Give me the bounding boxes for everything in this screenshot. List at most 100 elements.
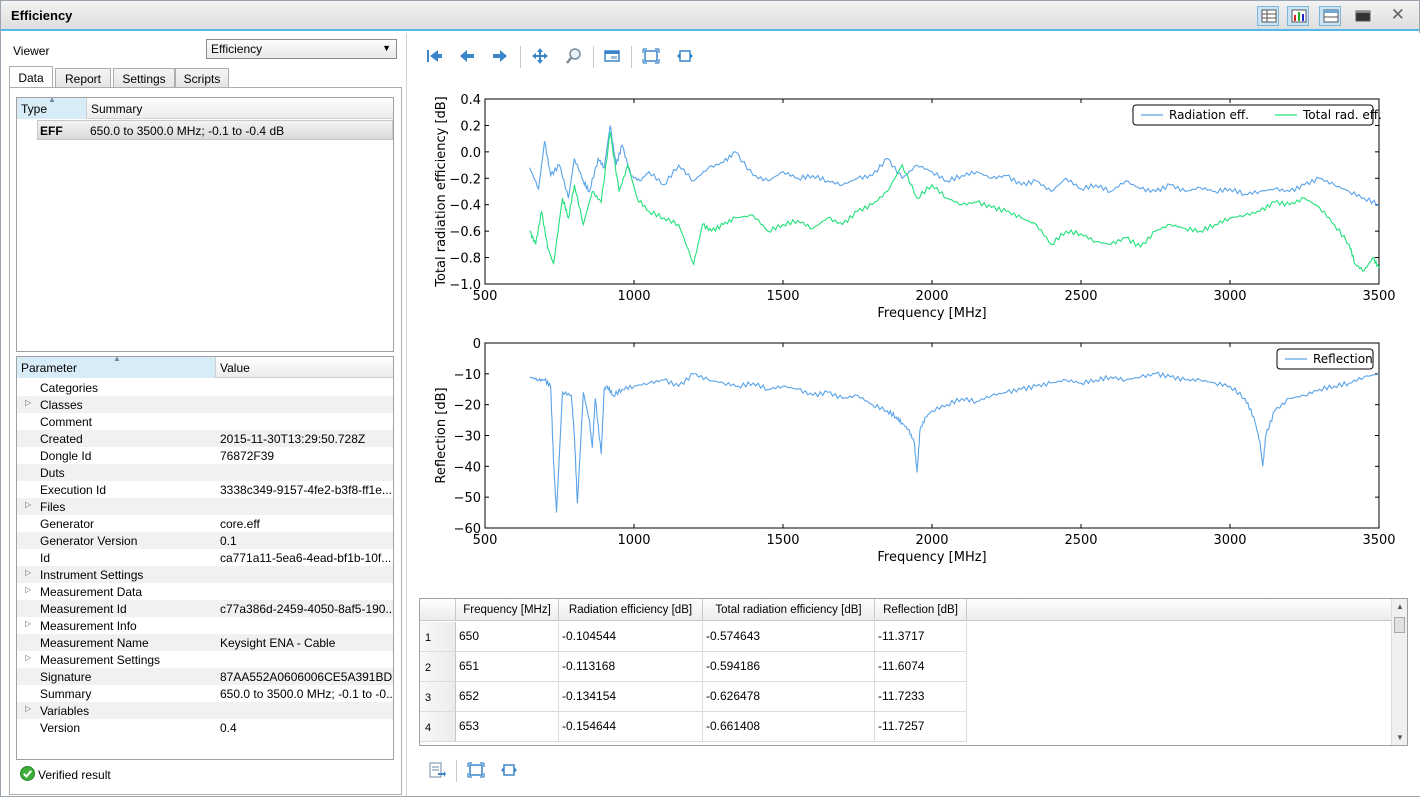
reflection-chart[interactable]: 500 1000 1500 2000 2500 3000 3500 0 −10 −20 −30 −40… [408, 33, 1420, 593]
list-item[interactable]: ▷ Measurement Data [17, 583, 393, 600]
export-button[interactable] [426, 759, 448, 781]
parameter-name: Measurement Data [40, 585, 143, 599]
table-cell[interactable]: -0.661408 [703, 712, 875, 742]
list-item[interactable]: Signature 87AA552A0606006CE5A391BD... [17, 668, 393, 685]
fit-view-button[interactable] [640, 45, 662, 67]
column-header-value[interactable]: Value [216, 357, 393, 378]
list-item[interactable]: Measurement Name Keysight ENA - Cable [17, 634, 393, 651]
expand-arrow-icon[interactable]: ▷ [25, 619, 32, 628]
column-header-frequency[interactable]: Frequency [MHz] [456, 599, 559, 621]
pan-button[interactable] [529, 45, 551, 67]
column-header-total-radiation-efficiency[interactable]: Total radiation efficiency [dB] [703, 599, 875, 621]
tab-report[interactable]: Report [55, 68, 111, 88]
close-icon[interactable]: ✕ [1390, 5, 1405, 24]
row-number[interactable]: 1 [420, 622, 456, 652]
list-item[interactable]: ▷ Variables [17, 702, 393, 719]
column-header-reflection[interactable]: Reflection [dB] [875, 599, 967, 621]
y-tick-label: −1.0 [449, 278, 481, 293]
tab-scripts[interactable]: Scripts [175, 68, 229, 88]
table-cell[interactable]: 650 [456, 622, 559, 652]
column-header-type[interactable]: Type ▲ [17, 95, 87, 119]
expand-arrow-icon[interactable]: ▷ [25, 568, 32, 577]
column-header-summary[interactable]: Summary [87, 98, 393, 119]
data-table: Frequency [MHz] Radiation efficiency [dB… [419, 598, 1408, 746]
home-button[interactable] [423, 45, 445, 67]
table-cell[interactable]: 652 [456, 682, 559, 712]
window-title: Efficiency [11, 8, 73, 23]
expand-arrow-icon[interactable]: ▷ [25, 704, 32, 713]
list-item[interactable]: ▷ Measurement Info [17, 617, 393, 634]
column-header-parameter[interactable]: Parameter ▲ [17, 357, 216, 378]
table-scrollbar[interactable]: ▲ ▼ [1391, 599, 1407, 745]
column-header-radiation-efficiency[interactable]: Radiation efficiency [dB] [559, 599, 703, 621]
list-item[interactable]: Id ca771a11-5ea6-4ead-bf1b-10f... [17, 549, 393, 566]
table-cell[interactable]: -11.6074 [875, 652, 967, 682]
scroll-down-icon[interactable]: ▼ [1396, 733, 1404, 742]
expand-arrow-icon[interactable]: ▷ [25, 398, 32, 407]
list-item[interactable]: Comment [17, 413, 393, 430]
parameter-value: c77a386d-2459-4050-8af5-190... [220, 602, 392, 616]
table-cell[interactable]: -0.104544 [559, 622, 703, 652]
table-cell[interactable]: -11.3717 [875, 622, 967, 652]
results-grid-header: Type ▲ Summary [17, 95, 393, 119]
table-cell[interactable]: -0.574643 [703, 622, 875, 652]
list-item[interactable]: Version 0.4 [17, 719, 393, 736]
scrollbar-thumb[interactable] [1394, 617, 1405, 633]
list-item[interactable]: Categories [17, 379, 393, 396]
column-header-parameter-label: Parameter [21, 361, 78, 375]
x-tick-label: 3000 [1213, 533, 1246, 548]
row-number[interactable]: 2 [420, 652, 456, 682]
scroll-up-icon[interactable]: ▲ [1396, 602, 1404, 611]
list-item[interactable]: ▷ Files [17, 498, 393, 515]
table-cell[interactable]: -0.113168 [559, 652, 703, 682]
back-button[interactable] [456, 45, 478, 67]
table-cell[interactable]: -0.594186 [703, 652, 875, 682]
list-item[interactable]: Generator core.eff [17, 515, 393, 532]
table-cell[interactable]: -0.154644 [559, 712, 703, 742]
legend [1132, 104, 1374, 126]
list-item[interactable]: ▷ Instrument Settings [17, 566, 393, 583]
list-item[interactable]: Generator Version 0.1 [17, 532, 393, 549]
table-row[interactable]: EFF 650.0 to 3500.0 MHz; -0.1 to -0.4 dB [37, 120, 393, 140]
x-axis-label: Frequency [MHz] [877, 306, 986, 321]
table-cell[interactable]: -0.626478 [703, 682, 875, 712]
list-item[interactable]: Created 2015-11-30T13:29:50.728Z [17, 430, 393, 447]
expand-arrow-icon[interactable]: ▷ [25, 585, 32, 594]
fit-width-button[interactable] [674, 45, 696, 67]
sort-ascending-icon: ▲ [113, 356, 121, 363]
list-item[interactable]: Dongle Id 76872F39 [17, 447, 393, 464]
list-item[interactable]: Measurement Id c77a386d-2459-4050-8af5-19… [17, 600, 393, 617]
tab-data[interactable]: Data [9, 66, 53, 88]
table-fit-view-button[interactable] [465, 759, 487, 781]
row-number[interactable]: 4 [420, 712, 456, 742]
table-cell[interactable]: 651 [456, 652, 559, 682]
tab-settings[interactable]: Settings [113, 68, 175, 88]
console-button[interactable] [1351, 6, 1373, 26]
efficiency-chart[interactable]: 500 1000 1500 2000 2500 3000 3500 0.4 0.2 0.0 −0.2… [408, 33, 1420, 333]
chart-view-button[interactable] [1287, 6, 1309, 26]
y-axis-label: Reflection [dB] [434, 387, 449, 483]
row-number[interactable]: 3 [420, 682, 456, 712]
legend-label: Radiation eff. [1169, 108, 1249, 122]
zoom-button[interactable] [563, 45, 585, 67]
table-fit-width-button[interactable] [498, 759, 520, 781]
configure-subplots-button[interactable] [601, 45, 623, 67]
table-cell[interactable]: -11.7257 [875, 712, 967, 742]
grid-view-button[interactable] [1257, 6, 1279, 26]
table-cell[interactable]: -11.7233 [875, 682, 967, 712]
table-cell[interactable]: -0.134154 [559, 682, 703, 712]
expand-arrow-icon[interactable]: ▷ [25, 500, 32, 509]
expand-arrow-icon[interactable]: ▷ [25, 653, 32, 662]
table-view-button[interactable] [1319, 6, 1341, 26]
viewer-select[interactable]: Efficiency ▼ [206, 39, 397, 59]
list-item[interactable]: ▷ Classes [17, 396, 393, 413]
toolbar-separator [631, 46, 632, 68]
list-item[interactable]: Execution Id 3338c349-9157-4fe2-b3f8-ff1e… [17, 481, 393, 498]
list-item[interactable]: Summary 650.0 to 3500.0 MHz; -0.1 to -0..… [17, 685, 393, 702]
forward-button[interactable] [489, 45, 511, 67]
list-item[interactable]: ▷ Measurement Settings [17, 651, 393, 668]
list-item[interactable]: Duts [17, 464, 393, 481]
table-cell[interactable]: 653 [456, 712, 559, 742]
column-header-type-label: Type [21, 102, 48, 116]
